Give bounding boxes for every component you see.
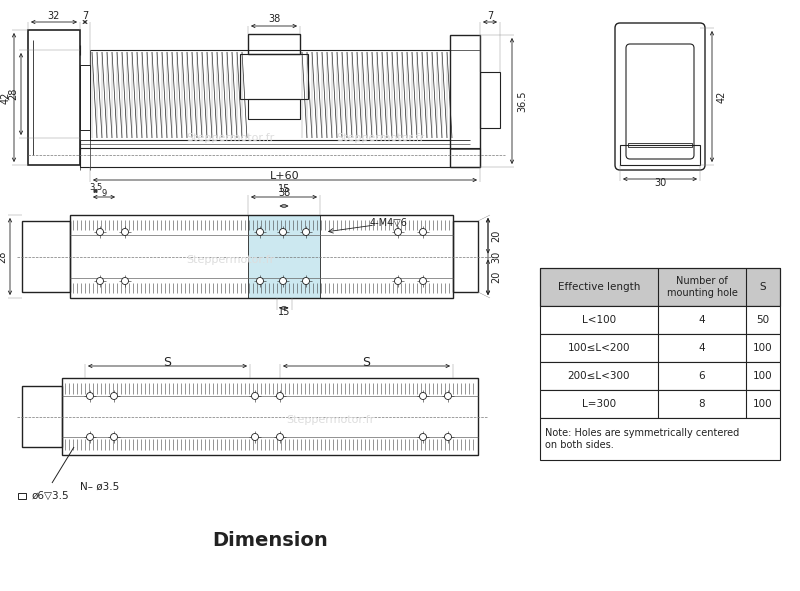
Text: 20: 20 xyxy=(491,229,501,242)
Circle shape xyxy=(302,229,310,235)
Circle shape xyxy=(277,392,283,400)
Text: N– ø3.5: N– ø3.5 xyxy=(80,482,119,492)
Circle shape xyxy=(251,434,258,440)
Text: S: S xyxy=(362,356,370,369)
Text: 42: 42 xyxy=(717,90,727,103)
Text: ø6▽3.5: ø6▽3.5 xyxy=(32,491,70,501)
Text: 100≤L<200: 100≤L<200 xyxy=(568,343,630,353)
Circle shape xyxy=(110,434,118,440)
Circle shape xyxy=(122,278,129,284)
Bar xyxy=(540,334,780,362)
Text: 42: 42 xyxy=(1,92,11,103)
Bar xyxy=(480,72,500,128)
Text: 32: 32 xyxy=(48,11,60,21)
Bar xyxy=(540,306,780,334)
Bar xyxy=(620,145,700,165)
Text: 6: 6 xyxy=(698,371,706,381)
Bar xyxy=(628,143,692,147)
Circle shape xyxy=(86,392,94,400)
Text: Steppermotor.fr: Steppermotor.fr xyxy=(186,133,274,143)
Circle shape xyxy=(86,434,94,440)
Circle shape xyxy=(419,434,426,440)
Bar xyxy=(248,34,300,54)
Circle shape xyxy=(110,392,118,400)
Circle shape xyxy=(122,229,129,235)
Text: 100: 100 xyxy=(753,371,773,381)
Bar xyxy=(22,386,62,447)
Text: L<100: L<100 xyxy=(582,315,616,325)
Bar xyxy=(450,35,480,167)
Circle shape xyxy=(302,278,310,284)
Text: 20: 20 xyxy=(491,271,501,284)
Text: Steppermotor.fr: Steppermotor.fr xyxy=(336,133,424,143)
Text: Steppermotor.fr: Steppermotor.fr xyxy=(286,415,374,425)
Circle shape xyxy=(251,392,258,400)
Text: 50: 50 xyxy=(757,315,770,325)
Circle shape xyxy=(419,229,426,235)
Bar xyxy=(248,215,320,298)
Text: 9: 9 xyxy=(102,190,106,199)
Text: Dimension: Dimension xyxy=(212,531,328,550)
Bar xyxy=(62,378,478,455)
Text: 200≤L<300: 200≤L<300 xyxy=(568,371,630,381)
Text: 7: 7 xyxy=(82,11,88,21)
Text: 30: 30 xyxy=(491,251,501,262)
Circle shape xyxy=(279,278,286,284)
Text: L+60: L+60 xyxy=(270,171,300,181)
Bar xyxy=(28,30,80,165)
Text: 8: 8 xyxy=(698,399,706,409)
Bar xyxy=(80,148,480,167)
Text: L=300: L=300 xyxy=(582,399,616,409)
Circle shape xyxy=(97,229,103,235)
Bar xyxy=(540,268,780,306)
Text: 15: 15 xyxy=(278,307,290,317)
Text: 100: 100 xyxy=(753,399,773,409)
FancyBboxPatch shape xyxy=(626,44,694,159)
Circle shape xyxy=(97,278,103,284)
Bar xyxy=(540,418,780,460)
Bar xyxy=(80,65,90,130)
Circle shape xyxy=(394,229,402,235)
Circle shape xyxy=(257,229,263,235)
Circle shape xyxy=(419,392,426,400)
Text: 7: 7 xyxy=(487,11,493,21)
Bar xyxy=(240,54,308,99)
Text: S: S xyxy=(760,282,766,292)
Bar xyxy=(18,493,26,499)
Bar xyxy=(540,362,780,390)
Text: Note: Holes are symmetrically centered
on both sides.: Note: Holes are symmetrically centered o… xyxy=(545,428,739,450)
Circle shape xyxy=(445,434,451,440)
Bar xyxy=(70,215,453,298)
Text: 28: 28 xyxy=(8,88,18,100)
Bar xyxy=(540,268,780,306)
Circle shape xyxy=(279,229,286,235)
Circle shape xyxy=(277,434,283,440)
Circle shape xyxy=(445,392,451,400)
Bar xyxy=(540,390,780,418)
Text: 15: 15 xyxy=(278,184,290,194)
Text: 38: 38 xyxy=(278,188,290,198)
Text: 38: 38 xyxy=(268,14,280,24)
Text: Effective length: Effective length xyxy=(558,282,640,292)
Text: S: S xyxy=(163,356,171,369)
Text: 28: 28 xyxy=(0,251,7,262)
Circle shape xyxy=(257,278,263,284)
Text: 3.5: 3.5 xyxy=(89,183,102,191)
Bar xyxy=(248,99,300,119)
Text: Number of
mounting hole: Number of mounting hole xyxy=(666,276,738,298)
Bar xyxy=(22,221,70,292)
Bar xyxy=(453,221,478,292)
Text: 36.5: 36.5 xyxy=(517,90,527,112)
Circle shape xyxy=(394,278,402,284)
Text: Steppermotor.fr: Steppermotor.fr xyxy=(186,255,274,265)
Text: 4-M4▽6: 4-M4▽6 xyxy=(369,218,407,228)
Circle shape xyxy=(419,278,426,284)
Text: 100: 100 xyxy=(753,343,773,353)
Text: 30: 30 xyxy=(654,178,666,188)
Text: 4: 4 xyxy=(698,343,706,353)
Text: 4: 4 xyxy=(698,315,706,325)
